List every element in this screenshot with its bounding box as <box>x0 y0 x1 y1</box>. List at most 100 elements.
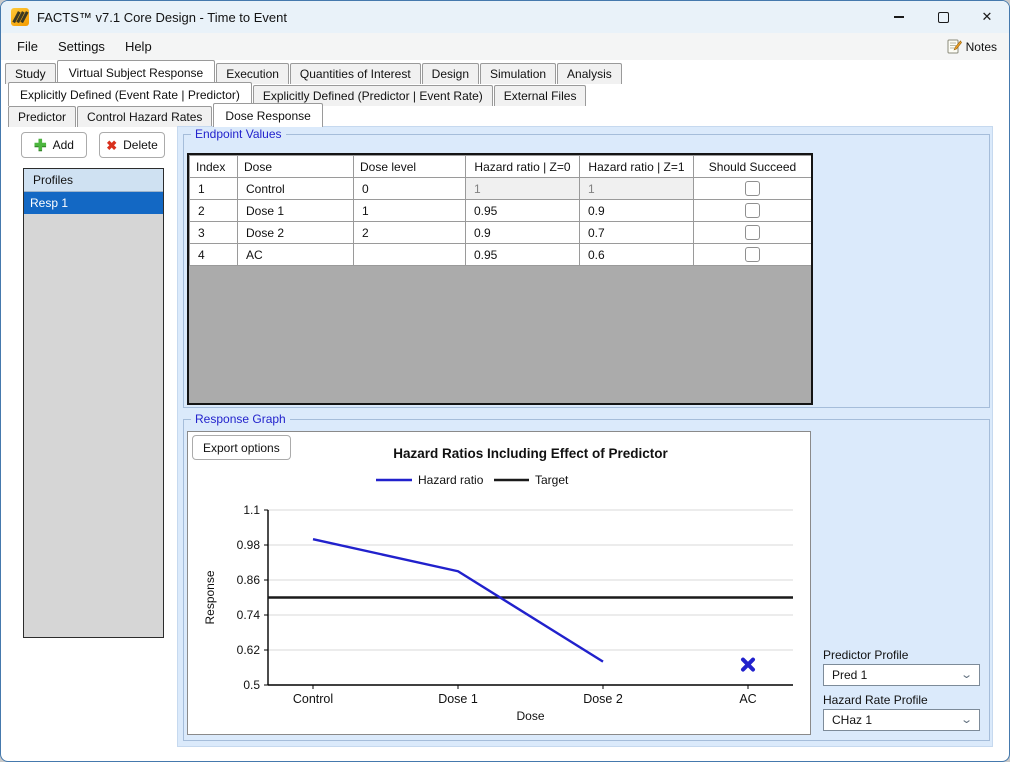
svg-text:Control: Control <box>293 692 333 706</box>
notes-button[interactable]: Notes <box>946 39 997 54</box>
cell-should-succeed <box>693 177 811 200</box>
should-succeed-checkbox[interactable] <box>745 225 760 241</box>
cell-should-succeed <box>693 243 811 266</box>
tab-explicitly-defined-predictor-event-rate[interactable]: Explicitly Defined (Predictor | Event Ra… <box>252 85 493 106</box>
menu-bar: File Settings Help Notes <box>1 33 1009 60</box>
predictor-profile-select[interactable]: Pred 1 ⌄ <box>823 664 980 686</box>
profiles-list: Profiles Resp 1 <box>23 168 164 638</box>
export-options-button[interactable]: Export options <box>192 435 291 460</box>
column-header-dose-level: Dose level <box>353 155 466 178</box>
tab-design[interactable]: Design <box>421 63 480 84</box>
should-succeed-checkbox[interactable] <box>745 203 760 219</box>
cell-hr_z1[interactable]: 0.6 <box>579 243 694 266</box>
window-controls: ✕ <box>877 1 1009 33</box>
table-row: 2 Dose 1 1 0.95 0.9 <box>189 199 811 222</box>
tab-row-explicit: Predictor Control Hazard Rates Dose Respon… <box>1 103 324 127</box>
cell-index[interactable]: 1 <box>189 177 238 200</box>
predictor-profile-value: Pred 1 <box>832 668 868 682</box>
column-header-hazard-ratio-z-1: Hazard ratio | Z=1 <box>579 155 694 178</box>
tab-row-main: Study Virtual Subject Response Execution Qu… <box>1 60 623 84</box>
svg-text:0.5: 0.5 <box>243 678 260 692</box>
svg-text:Dose: Dose <box>516 709 544 723</box>
predictor-profile-label: Predictor Profile <box>823 648 909 662</box>
chevron-down-icon: ⌄ <box>959 668 973 681</box>
add-button-label: Add <box>52 138 74 152</box>
notes-label: Notes <box>965 39 997 54</box>
tab-study[interactable]: Study <box>5 63 56 84</box>
cell-dose[interactable]: Dose 2 <box>237 221 354 244</box>
hazard-ratio-chart: 0.5 0.62 0.74 0.86 0.98 1.1 Control Dose 1 Dose … <box>203 446 793 723</box>
svg-text:1.1: 1.1 <box>243 503 260 517</box>
cell-hr_z1[interactable]: 0.9 <box>579 199 694 222</box>
svg-text:Dose 1: Dose 1 <box>438 692 478 706</box>
hazard-rate-profile-value: CHaz 1 <box>832 713 873 727</box>
delete-button-label: Delete <box>123 138 158 152</box>
profile-item-resp-1[interactable]: Resp 1 <box>24 192 163 214</box>
minimize-button[interactable] <box>877 1 921 33</box>
cell-hr_z0[interactable]: 0.95 <box>465 199 580 222</box>
cell-should-succeed <box>693 199 811 222</box>
notes-icon <box>947 39 962 54</box>
cell-index[interactable]: 4 <box>189 243 238 266</box>
svg-text:Hazard Ratios Including Effect: Hazard Ratios Including Effect of Predic… <box>393 446 668 461</box>
cell-dose_level[interactable]: 2 <box>353 221 466 244</box>
tab-explicitly-defined-event-rate-predictor[interactable]: Explicitly Defined (Event Rate | Predict… <box>8 82 252 106</box>
svg-text:AC: AC <box>739 692 756 706</box>
add-button[interactable]: ✚ Add <box>21 132 87 158</box>
should-succeed-checkbox[interactable] <box>745 247 760 263</box>
svg-text:Dose 2: Dose 2 <box>583 692 623 706</box>
menu-settings[interactable]: Settings <box>57 39 105 54</box>
endpoint-values-table: Index Dose Dose level Hazard ratio | Z=0 Haz… <box>189 155 811 266</box>
endpoint-values-group-title: Endpoint Values <box>191 127 286 141</box>
svg-text:Hazard ratio: Hazard ratio <box>418 473 484 487</box>
cell-dose_level[interactable] <box>353 243 466 266</box>
cell-index[interactable]: 3 <box>189 221 238 244</box>
column-header-dose: Dose <box>237 155 354 178</box>
cell-hr_z0: 1 <box>465 177 580 200</box>
table-row: 3 Dose 2 2 0.9 0.7 <box>189 221 811 244</box>
menu-items: File Settings Help <box>7 36 162 57</box>
cell-dose_level[interactable]: 1 <box>353 199 466 222</box>
cell-dose[interactable]: AC <box>237 243 354 266</box>
tab-predictor[interactable]: Predictor <box>8 106 77 127</box>
tab-external-files[interactable]: External Files <box>493 85 587 106</box>
window-title: FACTS™ v7.1 Core Design - Time to Event <box>37 9 287 25</box>
tab-simulation[interactable]: Simulation <box>480 63 557 84</box>
cell-dose_level[interactable]: 0 <box>353 177 466 200</box>
hazard-rate-profile-select[interactable]: CHaz 1 ⌄ <box>823 709 980 731</box>
close-button[interactable]: ✕ <box>981 9 993 24</box>
svg-text:0.74: 0.74 <box>237 608 261 622</box>
svg-text:0.86: 0.86 <box>237 573 261 587</box>
chevron-down-icon: ⌄ <box>959 713 973 726</box>
cell-index[interactable]: 2 <box>189 199 238 222</box>
tab-dose-response[interactable]: Dose Response <box>213 103 323 127</box>
cell-dose[interactable]: Control <box>237 177 354 200</box>
tab-quantities-of-interest[interactable]: Quantities of Interest <box>289 63 421 84</box>
cell-hr_z0[interactable]: 0.95 <box>465 243 580 266</box>
should-succeed-checkbox[interactable] <box>745 181 760 197</box>
response-graph-group: Response Graph <box>183 412 990 741</box>
delete-button[interactable]: ✖ Delete <box>99 132 165 158</box>
column-header-should-succeed: Should Succeed <box>693 155 811 178</box>
menu-help[interactable]: Help <box>124 39 152 54</box>
svg-text:Response: Response <box>203 570 217 624</box>
menu-file[interactable]: File <box>17 39 38 54</box>
response-graph-group-title: Response Graph <box>191 412 290 426</box>
add-plus-icon: ✚ <box>34 136 47 154</box>
tab-control-hazard-rates[interactable]: Control Hazard Rates <box>77 106 213 127</box>
tab-analysis[interactable]: Analysis <box>557 63 622 84</box>
profiles-items: Resp 1 <box>24 192 163 214</box>
response-chart: Export options 0.5 0.62 0.74 0.86 0.98 1.1 Con… <box>187 431 811 735</box>
delete-x-icon: ✖ <box>106 137 118 153</box>
column-header-hazard-ratio-z-0: Hazard ratio | Z=0 <box>465 155 580 178</box>
cell-dose[interactable]: Dose 1 <box>237 199 354 222</box>
cell-hr_z1[interactable]: 0.7 <box>579 221 694 244</box>
tab-row-vsr: Explicitly Defined (Event Rate | Predict… <box>1 82 587 106</box>
cell-hr_z0[interactable]: 0.9 <box>465 221 580 244</box>
tab-execution[interactable]: Execution <box>216 63 289 84</box>
maximize-button[interactable] <box>921 1 965 33</box>
minimize-icon <box>894 16 904 18</box>
table-row: 4 AC 0.95 0.6 <box>189 243 811 266</box>
tab-virtual-subject-response[interactable]: Virtual Subject Response <box>56 60 216 84</box>
